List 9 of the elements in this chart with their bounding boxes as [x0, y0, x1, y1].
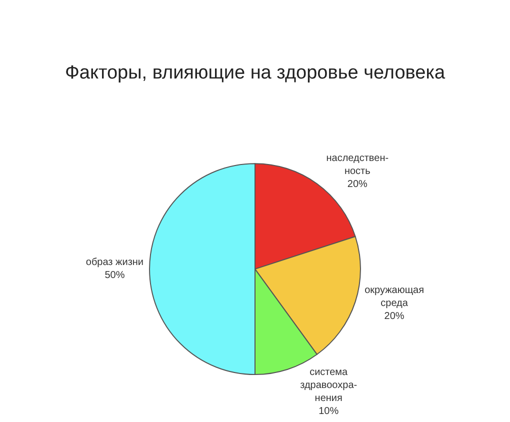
slice-label: наследствен- ность — [326, 153, 389, 178]
slice-label: окружающая среда — [364, 284, 424, 309]
slice-label: система здравоохра- нения — [300, 367, 358, 404]
data-label: 20% — [347, 179, 368, 190]
chart-title: Факторы, влияющие на здоровье человека — [64, 62, 446, 84]
data-label: 10% — [318, 406, 339, 417]
slice-label: образ жизни — [86, 257, 144, 268]
data-label: 50% — [104, 270, 125, 282]
data-label: 20% — [384, 310, 404, 322]
